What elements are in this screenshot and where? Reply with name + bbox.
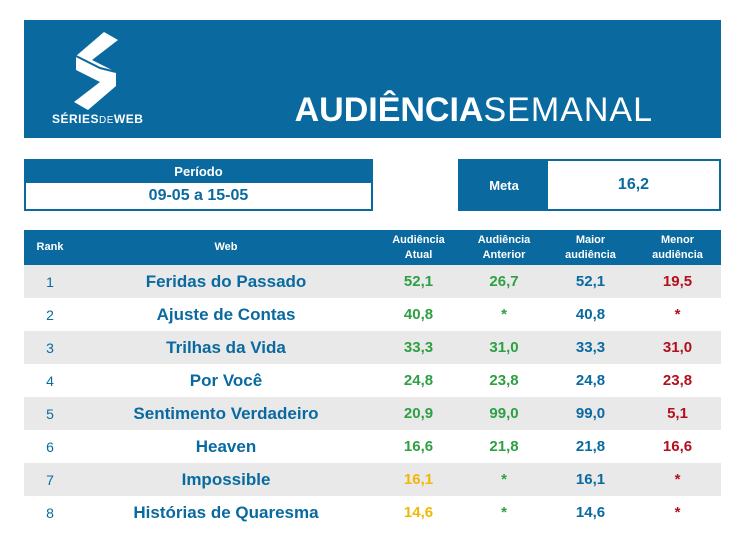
- table-row: 6 Heaven 16,6 21,8 21,8 16,6: [24, 430, 721, 463]
- goal-value: 16,2: [617, 176, 650, 193]
- table-row: 4 Por Você 24,8 23,8 24,8 23,8: [24, 364, 721, 397]
- highest-audience-cell: 33,3: [547, 331, 634, 364]
- current-audience-cell: 24,8: [403, 372, 434, 389]
- rank-cell: 2: [46, 306, 54, 323]
- lowest-audience-cell: 5,1: [634, 397, 721, 430]
- previous-audience-cell: *: [501, 306, 507, 323]
- rank-cell: 7: [24, 463, 76, 496]
- table-row: 8 Histórias de Quaresma 14,6 * 14,6 *: [24, 496, 721, 529]
- lowest-audience-cell: 16,6: [662, 438, 693, 455]
- web-title-cell: Feridas do Passado: [76, 265, 376, 298]
- lowest-audience-cell: *: [674, 504, 681, 521]
- lowest-audience-cell: *: [634, 463, 721, 496]
- previous-audience-cell: 21,8: [489, 438, 519, 455]
- col-header-web: Web: [76, 230, 376, 265]
- highest-audience-cell: 16,1: [547, 463, 634, 496]
- web-title-cell: Heaven: [195, 436, 257, 456]
- goal-label: Meta: [460, 161, 548, 209]
- highest-audience-cell: 40,8: [575, 306, 606, 323]
- highest-audience-cell: 24,8: [575, 372, 606, 389]
- rank-cell: 1: [24, 265, 76, 298]
- highest-audience-cell: 14,6: [575, 504, 606, 521]
- web-title-cell: Por Você: [189, 370, 263, 390]
- rank-cell: 6: [46, 438, 54, 455]
- table-header-row: Rank Web Audiência Atual Audiência Anterio…: [24, 230, 721, 265]
- web-title-cell: Trilhas da Vida: [76, 331, 376, 364]
- col-header-anterior: Audiência Anterior: [461, 230, 547, 265]
- table-row: 7 Impossible 16,1 * 16,1 *: [24, 463, 721, 496]
- col-header-menor: Menor audiência: [634, 230, 721, 265]
- rank-cell: 4: [46, 372, 54, 389]
- header-banner: SÉRIESDEWEB AUDIÊNCIASEMANAL: [24, 20, 721, 138]
- rank-cell: 8: [46, 504, 54, 521]
- current-audience-cell: 40,8: [403, 306, 434, 323]
- web-title-cell: Sentimento Verdadeiro: [76, 397, 376, 430]
- current-audience-cell: 16,1: [376, 463, 461, 496]
- col-header-atual: Audiência Atual: [376, 230, 461, 265]
- lowest-audience-cell: *: [674, 306, 681, 323]
- previous-audience-cell: *: [501, 504, 507, 521]
- table-row: 5 Sentimento Verdadeiro 20,9 99,0 99,0 5,1: [24, 397, 721, 430]
- col-header-maior: Maior audiência: [547, 230, 634, 265]
- table-row: 1 Feridas do Passado 52,1 26,7 52,1 19,5: [24, 265, 721, 298]
- series-de-web-logo-icon: [74, 32, 118, 110]
- goal-box: Meta 16,2: [458, 159, 721, 211]
- web-title-cell: Histórias de Quaresma: [133, 502, 319, 522]
- lowest-audience-cell: 31,0: [634, 331, 721, 364]
- ratings-table: Rank Web Audiência Atual Audiência Anterio…: [24, 230, 721, 529]
- brand-logo-text: SÉRIESDEWEB: [52, 112, 144, 126]
- table-row: 3 Trilhas da Vida 33,3 31,0 33,3 31,0: [24, 331, 721, 364]
- rank-cell: 3: [24, 331, 76, 364]
- current-audience-cell: 33,3: [376, 331, 461, 364]
- previous-audience-cell: 31,0: [461, 331, 547, 364]
- highest-audience-cell: 21,8: [575, 438, 606, 455]
- web-title-cell: Ajuste de Contas: [156, 304, 296, 324]
- col-header-rank: Rank: [24, 230, 76, 265]
- current-audience-cell: 52,1: [376, 265, 461, 298]
- previous-audience-cell: *: [461, 463, 547, 496]
- lowest-audience-cell: 19,5: [634, 265, 721, 298]
- lowest-audience-cell: 23,8: [662, 372, 693, 389]
- web-title-cell: Impossible: [76, 463, 376, 496]
- current-audience-cell: 20,9: [376, 397, 461, 430]
- rank-cell: 5: [24, 397, 76, 430]
- highest-audience-cell: 99,0: [547, 397, 634, 430]
- page-title: AUDIÊNCIASEMANAL: [294, 91, 653, 129]
- current-audience-cell: 16,6: [403, 438, 434, 455]
- previous-audience-cell: 99,0: [461, 397, 547, 430]
- period-value: 09-05 a 15-05: [148, 187, 249, 204]
- period-label: Período: [26, 161, 371, 183]
- highest-audience-cell: 52,1: [547, 265, 634, 298]
- previous-audience-cell: 26,7: [461, 265, 547, 298]
- current-audience-cell: 14,6: [403, 504, 434, 521]
- previous-audience-cell: 23,8: [489, 372, 519, 389]
- table-row: 2 Ajuste de Contas 40,8 * 40,8 *: [24, 298, 721, 331]
- period-box: Período 09-05 a 15-05: [24, 159, 373, 211]
